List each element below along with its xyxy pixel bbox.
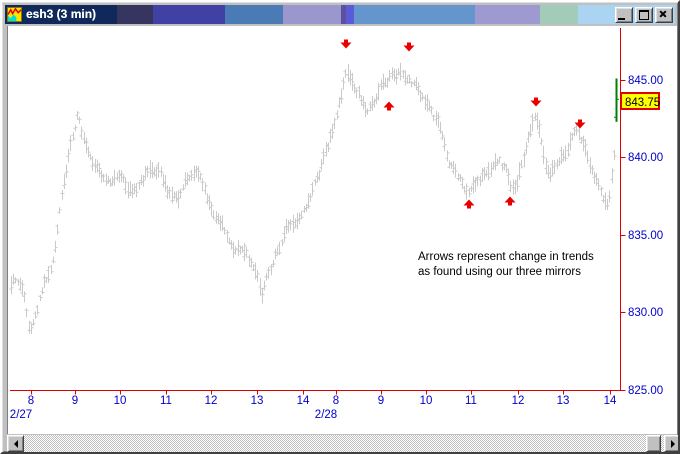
chart-area: 845.00 840.00 835.00 830.00 825.00 8 9 10 11 12 13…	[7, 26, 677, 434]
date-label: 2/28	[315, 409, 337, 421]
hour-tick-label: 10	[420, 395, 433, 407]
hour-tick-label: 12	[512, 395, 525, 407]
hour-tick-label: 13	[251, 395, 264, 407]
close-button[interactable]	[655, 6, 673, 23]
horizontal-scrollbar	[7, 435, 678, 452]
down-arrow-icon	[340, 39, 352, 49]
minimize-icon	[618, 17, 625, 20]
up-arrow-icon	[504, 196, 516, 206]
up-arrow-icon	[463, 199, 475, 209]
window-controls	[613, 6, 673, 23]
axes	[10, 28, 626, 395]
close-icon	[656, 8, 672, 22]
hour-tick-label: 9	[378, 395, 384, 407]
annotation-line: as found using our three mirrors	[418, 266, 581, 278]
price-tick-label: 830.00	[628, 307, 663, 319]
hour-tick-label: 8	[333, 395, 339, 407]
up-arrow-icon	[383, 101, 395, 111]
price-tick-label: 840.00	[628, 152, 663, 164]
annotation: Arrows represent change in trends as foun…	[418, 251, 594, 278]
price-tick-label: 845.00	[628, 75, 663, 87]
last-price-value: 843.75	[625, 97, 660, 109]
scrollbar-thumb[interactable]	[646, 435, 661, 452]
price-tick-label: 835.00	[628, 230, 663, 242]
scrollbar-track[interactable]	[24, 435, 664, 452]
price-chart[interactable]: 845.00 840.00 835.00 830.00 825.00 8 9 10 11 12 13…	[8, 26, 678, 434]
arrow-right-icon	[670, 439, 675, 448]
hour-tick-label: 9	[72, 395, 78, 407]
hour-tick-label: 14	[604, 395, 617, 407]
hour-tick-label: 11	[160, 395, 172, 407]
arrow-left-icon	[13, 439, 18, 448]
maximize-button[interactable]	[635, 6, 653, 23]
date-label: 2/27	[10, 409, 32, 421]
scroll-right-button[interactable]	[664, 435, 678, 452]
last-price-box: 843.75	[620, 92, 660, 110]
titlebar[interactable]: esh3 (3 min)	[5, 5, 675, 24]
trend-arrows	[340, 39, 586, 209]
hour-tick-label: 12	[205, 395, 218, 407]
down-arrow-icon	[574, 119, 586, 129]
hour-tick-label: 8	[28, 395, 34, 407]
ohlc-bars	[9, 62, 617, 334]
hour-tick-label: 11	[465, 395, 477, 407]
current-bar	[614, 78, 619, 122]
chart-icon	[7, 7, 22, 22]
hour-tick-label: 13	[557, 395, 570, 407]
maximize-icon	[639, 9, 649, 20]
down-arrow-icon	[403, 42, 415, 52]
price-tick-label: 825.00	[628, 385, 663, 397]
minimize-button[interactable]	[615, 6, 633, 23]
annotation-line: Arrows represent change in trends	[418, 251, 594, 263]
axis-labels: 845.00 840.00 835.00 830.00 825.00 8 9 10 11 12 13…	[10, 75, 663, 421]
hour-tick-label: 10	[114, 395, 127, 407]
hour-tick-label: 14	[297, 395, 310, 407]
down-arrow-icon	[530, 97, 542, 107]
scroll-left-button[interactable]	[7, 435, 24, 452]
window-title: esh3 (3 min)	[26, 7, 97, 21]
